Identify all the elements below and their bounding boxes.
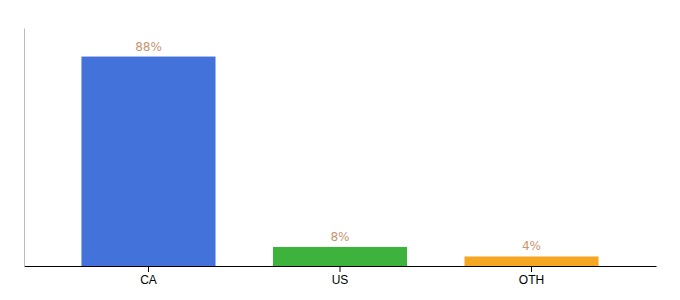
bar [81,57,215,266]
plot: CA US OTH 88% 8% 4% [25,29,657,287]
y-axis-line [24,29,25,267]
y-axis [24,29,25,267]
x-tick: OTH [519,266,544,287]
chart: CA US OTH 88% 8% 4% [0,0,680,300]
x-tick-label: OTH [519,273,544,287]
x-tick-mark [148,266,149,272]
bars [81,57,598,266]
x-axis: CA US OTH [25,266,657,287]
x-tick-label: US [332,273,349,287]
x-tick-mark [531,266,532,272]
data-label: 88% [135,40,162,54]
data-labels: 88% 8% 4% [135,40,541,254]
x-tick-mark [340,266,341,272]
bar [273,247,407,266]
data-label: 4% [522,239,541,253]
bar [464,256,598,266]
x-tick: CA [140,266,157,287]
x-tick: US [332,266,349,287]
data-label: 8% [330,230,349,244]
x-tick-label: CA [140,273,157,287]
